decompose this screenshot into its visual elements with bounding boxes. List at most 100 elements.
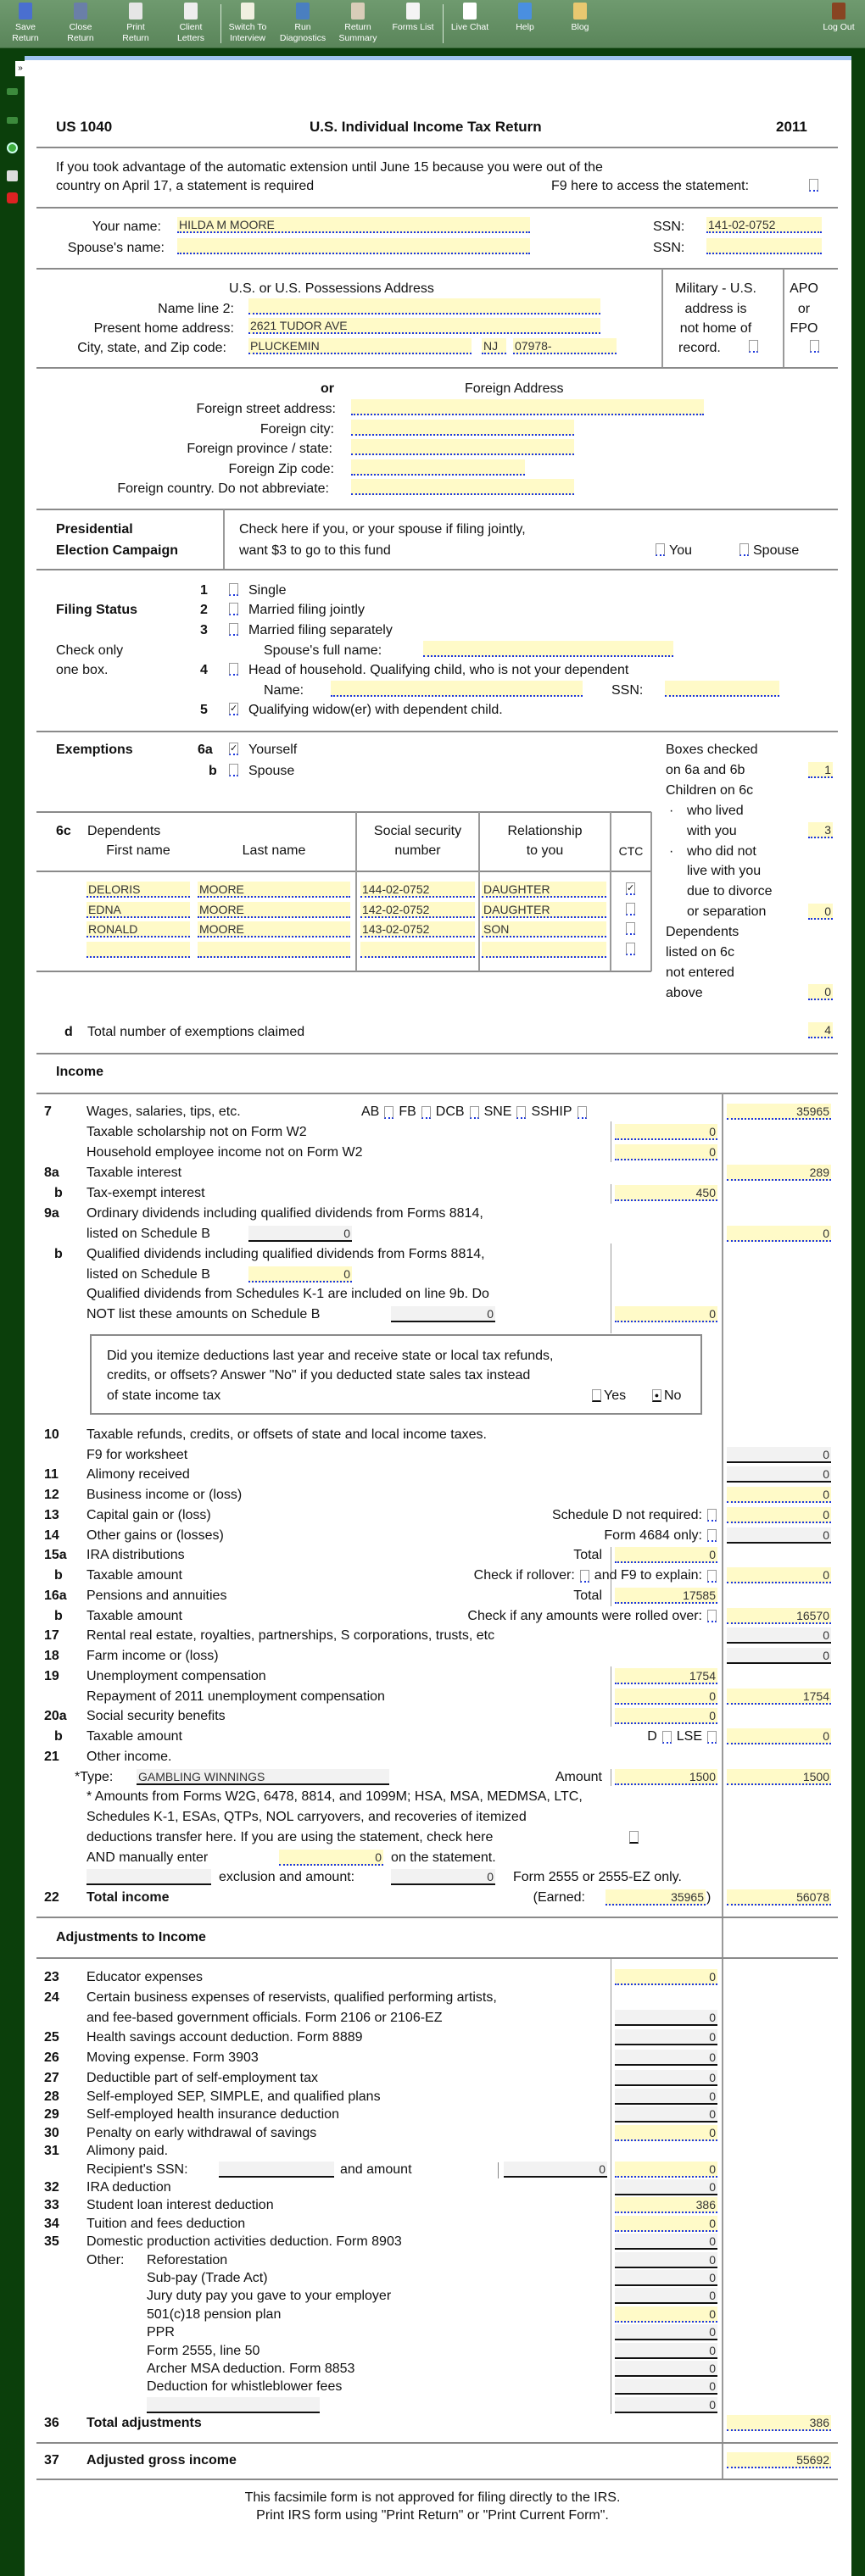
- amount-input[interactable]: 0: [615, 2124, 717, 2141]
- line-checkbox[interactable]: [707, 1529, 717, 1543]
- ctc-checkbox[interactable]: [626, 902, 635, 915]
- dependent-ssn-input[interactable]: 144-02-0752: [360, 882, 475, 898]
- ordinary-dividends-input[interactable]: 0: [727, 1226, 831, 1242]
- alimony-paid-input[interactable]: 0: [615, 2161, 717, 2178]
- toolbar-button-log-out[interactable]: Log Out: [813, 3, 864, 33]
- presidential-spouse-checkbox[interactable]: [739, 543, 749, 556]
- total-income-input[interactable]: 56078: [727, 1889, 831, 1906]
- toolbar-button-client[interactable]: Client Letters: [165, 3, 216, 44]
- other-income-total-input[interactable]: 1500: [727, 1768, 831, 1785]
- delete-icon[interactable]: [7, 192, 18, 203]
- dependent-last-input[interactable]: [198, 941, 350, 958]
- recipient-ssn-input[interactable]: [219, 2161, 334, 2178]
- wage-type-checkbox[interactable]: [516, 1105, 527, 1119]
- use-statement-checkbox[interactable]: [629, 1830, 639, 1844]
- amount-input[interactable]: 0: [615, 2215, 717, 2232]
- repayment-input[interactable]: 0: [615, 1688, 717, 1705]
- dependent-last-input[interactable]: MOORE: [198, 921, 350, 937]
- line-checkbox[interactable]: [661, 1730, 672, 1744]
- household-income-input[interactable]: 0: [615, 1144, 717, 1160]
- wage-type-checkbox[interactable]: [577, 1105, 587, 1119]
- amount-input[interactable]: 386: [615, 2197, 717, 2214]
- dependents-not-entered-value[interactable]: 0: [808, 984, 833, 1000]
- yes-radio[interactable]: Yes: [592, 1387, 626, 1405]
- children-lived-value[interactable]: 3: [808, 822, 833, 838]
- dependent-ssn-input[interactable]: 143-02-0752: [360, 921, 475, 937]
- toolbar-button-close[interactable]: Close Return: [55, 3, 106, 44]
- toolbar-button-print[interactable]: Print Return: [110, 3, 161, 44]
- toolbar-button-return[interactable]: Return Summary: [332, 3, 383, 44]
- toolbar-button-run[interactable]: Run Diagnostics: [277, 3, 328, 44]
- pensions-total-input[interactable]: 17585: [615, 1587, 717, 1604]
- wage-type-checkbox[interactable]: [469, 1105, 479, 1119]
- other-income-type-input[interactable]: GAMBLING WINNINGS: [137, 1768, 389, 1785]
- social-security-input[interactable]: 0: [615, 1708, 717, 1725]
- boxes-checked-value[interactable]: 1: [808, 762, 833, 778]
- qualified-dividends-input[interactable]: 0: [248, 1266, 352, 1282]
- home-address-input[interactable]: 2621 TUDOR AVE: [248, 318, 600, 334]
- capital-gain-input[interactable]: 0: [727, 1506, 831, 1523]
- exclusion-type-input[interactable]: [86, 1869, 211, 1886]
- foreign-country-input[interactable]: [351, 479, 574, 495]
- ctc-checkbox[interactable]: ✓: [626, 882, 635, 895]
- dependent-last-input[interactable]: MOORE: [198, 901, 350, 918]
- printer-icon[interactable]: [7, 170, 18, 181]
- spouse-full-name-input[interactable]: [423, 641, 673, 657]
- amount-input[interactable]: 0: [615, 2306, 717, 2323]
- foreign-street-input[interactable]: [351, 399, 704, 415]
- ira-total-input[interactable]: 0: [615, 1547, 717, 1564]
- name-line2-input[interactable]: [248, 298, 600, 314]
- yourself-checkbox[interactable]: ✓: [229, 743, 238, 755]
- dependent-last-input[interactable]: MOORE: [198, 882, 350, 898]
- line-checkbox[interactable]: [579, 1569, 589, 1583]
- spouse-checkbox[interactable]: [229, 764, 238, 776]
- city-input[interactable]: PLUCKEMIN: [248, 338, 472, 354]
- add-icon[interactable]: [7, 142, 18, 153]
- dependent-first-input[interactable]: EDNA: [86, 901, 190, 918]
- unemployment-input[interactable]: 1754: [615, 1667, 717, 1684]
- toolbar-button-live-chat[interactable]: Live Chat: [444, 3, 495, 33]
- dependent-rel-input[interactable]: DAUGHTER: [482, 901, 606, 918]
- tax-exempt-interest-input[interactable]: 450: [615, 1185, 717, 1201]
- line-checkbox[interactable]: [707, 1610, 717, 1623]
- unemployment-total-input[interactable]: 1754: [727, 1688, 831, 1705]
- wages-input[interactable]: 35965: [727, 1104, 831, 1120]
- foreign-province-input[interactable]: [351, 439, 574, 455]
- toolbar-button-switch-to[interactable]: Switch To Interview: [222, 3, 273, 44]
- dependent-rel-input[interactable]: DAUGHTER: [482, 882, 606, 898]
- your-ssn-input[interactable]: 141-02-0752: [706, 217, 822, 233]
- toolbar-button-save[interactable]: Save Return: [0, 3, 51, 44]
- dependent-first-input[interactable]: RONALD: [86, 921, 190, 937]
- back-arrow-icon[interactable]: [7, 88, 18, 95]
- line-checkbox[interactable]: [707, 1730, 717, 1744]
- other-adjustment-description-input[interactable]: [147, 2396, 320, 2413]
- spouse-ssn-input[interactable]: [706, 238, 822, 254]
- foreign-zip-input[interactable]: [351, 459, 525, 476]
- dependent-ssn-input[interactable]: 142-02-0752: [360, 901, 475, 918]
- apo-fpo-checkbox[interactable]: [810, 340, 819, 353]
- toolbar-button-blog[interactable]: Blog: [555, 3, 606, 33]
- filing-status-checkbox[interactable]: [229, 663, 238, 676]
- no-radio[interactable]: ● No: [652, 1387, 681, 1405]
- wage-type-checkbox[interactable]: [384, 1105, 394, 1119]
- dependent-first-input[interactable]: [86, 941, 190, 958]
- k1-dividends-input[interactable]: 0: [615, 1306, 717, 1322]
- extension-statement-checkbox[interactable]: [809, 179, 818, 192]
- other-income-amount-input[interactable]: 1500: [615, 1768, 717, 1785]
- pensions-taxable-input[interactable]: 16570: [727, 1607, 831, 1624]
- social-security-taxable-input[interactable]: 0: [727, 1728, 831, 1745]
- filing-status-checkbox[interactable]: ✓: [229, 703, 238, 715]
- qualifying-ssn-input[interactable]: [665, 681, 779, 697]
- scholarship-input[interactable]: 0: [615, 1124, 717, 1140]
- ctc-checkbox[interactable]: [626, 942, 635, 955]
- wage-type-checkbox[interactable]: [421, 1105, 431, 1119]
- dependent-rel-input[interactable]: SON: [482, 921, 606, 937]
- dependent-rel-input[interactable]: [482, 941, 606, 958]
- children-not-lived-value[interactable]: 0: [808, 904, 833, 920]
- toolbar-button-help[interactable]: Help: [499, 3, 550, 33]
- amount-input[interactable]: 0: [615, 1969, 717, 1985]
- toolbar-button-forms-list[interactable]: Forms List: [388, 3, 438, 33]
- filing-status-checkbox[interactable]: [229, 603, 238, 615]
- total-adjustments-input[interactable]: 386: [727, 2415, 831, 2432]
- presidential-you-checkbox[interactable]: [656, 543, 665, 556]
